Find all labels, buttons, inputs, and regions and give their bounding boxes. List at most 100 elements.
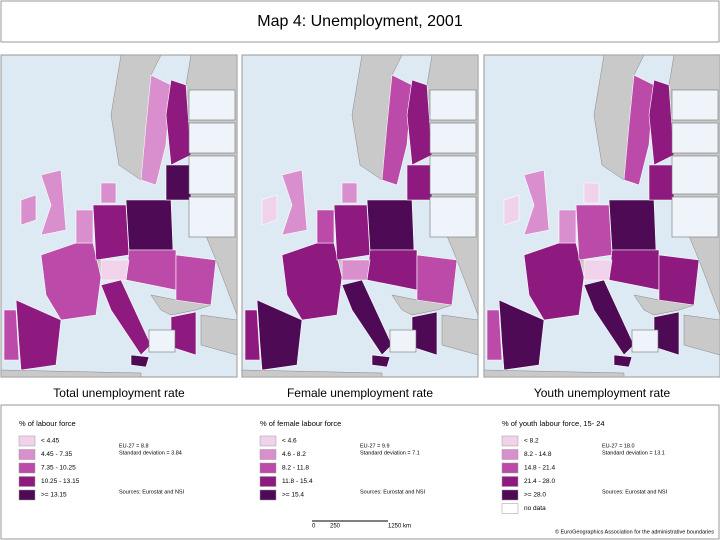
region — [486, 309, 503, 361]
legend-label: 4.6 - 8.2 — [282, 451, 306, 458]
region — [575, 204, 613, 261]
legend-label: >= 28.0 — [524, 492, 546, 499]
inset-box — [148, 329, 176, 353]
region — [613, 354, 633, 368]
region — [503, 194, 520, 226]
inset-box — [429, 196, 477, 238]
legend-swatch — [501, 503, 519, 514]
legend-heading: % of youth labour force, 15- 24 — [502, 419, 605, 428]
legend-label: 8.2 - 14.8 — [524, 451, 552, 458]
region — [100, 259, 130, 281]
map-panel — [0, 54, 238, 378]
legend-label: 21.4 - 28.0 — [524, 478, 555, 485]
region — [583, 259, 613, 281]
region — [20, 194, 37, 226]
region — [40, 169, 67, 236]
legend-swatch — [259, 476, 277, 487]
inset-box — [188, 89, 236, 121]
region — [558, 209, 577, 244]
map-title: Total unemployment rate — [53, 386, 185, 400]
region — [341, 279, 393, 356]
region — [583, 182, 600, 204]
legend-source: Sources: Eurostat and NSI — [119, 489, 185, 495]
legend-label: >= 13.15 — [41, 492, 67, 499]
region — [92, 204, 130, 261]
legend-label: 8.2 - 11.8 — [282, 465, 309, 472]
legend-swatch — [501, 435, 519, 447]
non-eu-land — [441, 314, 479, 356]
legend-label: 4.45 - 7.35 — [41, 451, 72, 458]
region — [648, 164, 675, 201]
inset-box — [429, 89, 477, 121]
non-eu-land — [200, 314, 238, 356]
legend-heading: % of labour force — [19, 419, 76, 428]
page-title: Map 4: Unemployment, 2001 — [257, 13, 463, 30]
inset-box — [671, 122, 719, 154]
region — [341, 182, 358, 204]
legend-stat: EU-27 = 8.8 — [119, 443, 149, 449]
region — [15, 299, 62, 371]
region — [366, 199, 415, 251]
legend-swatch — [259, 435, 277, 447]
legend-stat: EU-27 = 18.0 — [602, 443, 635, 449]
legend-swatch — [259, 462, 277, 474]
legend-label: >= 15.4 — [282, 492, 304, 499]
region — [658, 254, 700, 306]
region — [125, 199, 174, 251]
legend-swatch — [18, 462, 36, 474]
inset-box — [671, 89, 719, 121]
legend-swatch — [259, 489, 277, 501]
map-panel — [241, 54, 479, 378]
legend-label: 7.35 - 10.25 — [41, 465, 76, 472]
non-eu-land — [0, 369, 142, 378]
legend-swatch — [18, 449, 36, 460]
legend-label: 11.8 - 15.4 — [282, 478, 313, 485]
non-eu-land — [683, 314, 720, 356]
legend-stat: Standard deviation = 3.84 — [119, 450, 182, 456]
inset-box — [429, 122, 477, 154]
scale-label: 0 — [312, 524, 316, 530]
inset-box — [631, 329, 659, 353]
inset-box — [188, 122, 236, 154]
region — [371, 354, 391, 368]
region — [416, 254, 458, 306]
inset-box — [671, 155, 719, 195]
inset-box — [188, 196, 236, 238]
legend-swatch — [18, 476, 36, 487]
legend-swatch — [18, 435, 36, 447]
region — [523, 169, 550, 236]
legend-label: < 8.2 — [524, 438, 539, 445]
region — [3, 309, 20, 361]
region — [281, 169, 308, 236]
legend-label: no data — [524, 505, 546, 512]
region — [333, 204, 371, 261]
inset-box — [389, 329, 417, 353]
legend-stat: Standard deviation = 7.1 — [360, 450, 420, 456]
legend-label: 14.8 - 21.4 — [524, 465, 555, 472]
legend-label: 10.25 - 13.15 — [41, 478, 80, 485]
non-eu-land — [241, 369, 383, 378]
legend-swatch — [18, 489, 36, 501]
region — [498, 299, 545, 371]
legend-swatch — [501, 489, 519, 501]
region — [583, 279, 635, 356]
legend-stat: Standard deviation = 13.1 — [602, 450, 665, 456]
region — [175, 254, 217, 306]
legend-swatch — [501, 462, 519, 474]
legend-source: Sources: Eurostat and NSI — [602, 489, 668, 495]
inset-box — [188, 155, 236, 195]
region — [316, 209, 335, 244]
credit: © EuroGeographics Association for the ad… — [555, 528, 714, 535]
region — [165, 79, 192, 166]
region — [100, 182, 117, 204]
legend-label: < 4.45 — [41, 438, 60, 445]
legend-swatch — [501, 449, 519, 460]
legend-stat: EU-27 = 9.9 — [360, 443, 390, 449]
inset-box — [429, 155, 477, 195]
region — [130, 354, 150, 368]
legend-label: < 4.6 — [282, 438, 297, 445]
region — [261, 194, 278, 226]
region — [341, 259, 371, 281]
